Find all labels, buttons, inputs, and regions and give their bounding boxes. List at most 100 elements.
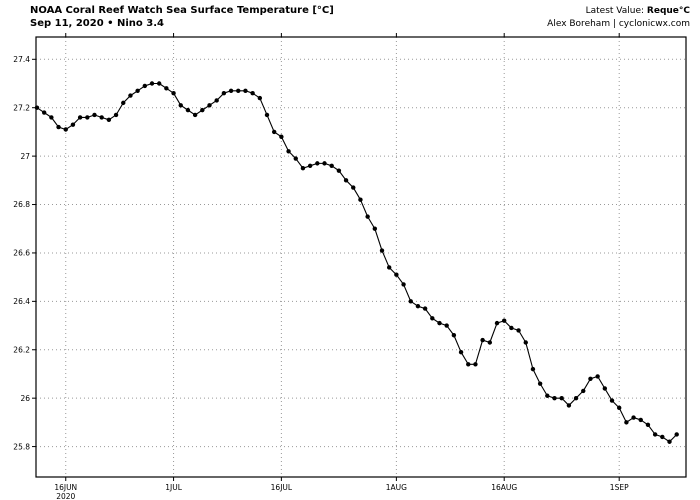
- data-point: [99, 115, 104, 120]
- data-point: [487, 340, 493, 345]
- data-point: [315, 161, 320, 166]
- data-point: [207, 103, 212, 108]
- data-point: [494, 320, 500, 326]
- latest-value-label: Latest Value:: [585, 6, 647, 16]
- data-point: [645, 422, 651, 427]
- data-point: [509, 325, 514, 331]
- data-point: [537, 381, 543, 386]
- data-point: [451, 333, 457, 338]
- data-point: [56, 124, 61, 130]
- data-point: [458, 349, 464, 355]
- data-point: [408, 299, 413, 304]
- data-point: [113, 112, 119, 118]
- data-point: [624, 420, 629, 425]
- data-point: [674, 432, 679, 437]
- data-point: [41, 110, 47, 115]
- chart-title: NOAA Coral Reef Watch Sea Surface Temper…: [30, 5, 334, 16]
- y-tick-label: 27.2: [13, 103, 30, 112]
- data-point: [142, 83, 148, 89]
- y-tick-label: 26.4: [13, 297, 30, 306]
- data-point: [70, 122, 76, 127]
- x-tick-label: 1JUL: [165, 483, 182, 492]
- data-point: [480, 337, 485, 343]
- chart-header: NOAA Coral Reef Watch Sea Surface Temper…: [30, 4, 334, 30]
- data-point: [473, 362, 478, 367]
- data-point: [609, 398, 615, 403]
- y-tick-label: 26.2: [13, 345, 30, 354]
- data-point: [164, 86, 169, 91]
- sst-series-line: [36, 82, 678, 443]
- x-tick-label: 16JUN: [54, 483, 77, 492]
- chart-subtitle: Sep 11, 2020 • Nino 3.4: [30, 18, 164, 29]
- data-point: [343, 178, 349, 183]
- data-point: [631, 415, 636, 420]
- y-tick-label: 25.8: [13, 442, 30, 451]
- data-point: [271, 129, 277, 135]
- y-tick-label: 26: [20, 394, 30, 403]
- data-point: [638, 417, 643, 423]
- data-point: [365, 214, 370, 219]
- data-point: [379, 248, 385, 253]
- plot-frame: [35, 36, 687, 478]
- y-tick-label: 27.4: [13, 55, 30, 64]
- x-tick-year-label: 2020: [56, 492, 75, 500]
- data-point: [171, 90, 176, 96]
- data-point: [329, 163, 334, 168]
- data-point: [415, 303, 421, 309]
- x-tick-label: 16JUL: [271, 483, 293, 492]
- data-point: [336, 168, 342, 173]
- data-point: [545, 393, 550, 398]
- data-point: [228, 88, 234, 93]
- data-point: [192, 112, 198, 118]
- data-point: [264, 112, 270, 118]
- latest-value-line: Latest Value: Reque°C: [547, 5, 690, 18]
- data-point: [466, 362, 471, 367]
- data-point: [236, 88, 241, 93]
- data-point: [149, 81, 155, 86]
- data-point: [602, 386, 608, 391]
- latest-value: Reque°C: [646, 6, 690, 16]
- data-point: [293, 156, 298, 161]
- data-point: [85, 115, 90, 120]
- data-point: [430, 316, 435, 321]
- data-point: [444, 323, 449, 328]
- data-point: [49, 115, 54, 120]
- data-point: [588, 376, 593, 382]
- data-point: [351, 185, 356, 190]
- data-point: [286, 149, 291, 154]
- data-point: [221, 90, 227, 96]
- data-point: [530, 366, 536, 372]
- y-tick-label: 26.6: [13, 249, 30, 258]
- data-point: [358, 197, 363, 202]
- x-tick-label: 1SEP: [610, 483, 629, 492]
- data-point: [401, 282, 406, 287]
- data-point: [92, 112, 97, 118]
- data-point: [77, 115, 83, 120]
- data-point: [34, 105, 40, 110]
- data-point: [437, 320, 442, 326]
- data-point: [372, 226, 378, 231]
- data-point: [214, 98, 219, 103]
- data-point: [617, 405, 622, 411]
- data-point: [178, 103, 183, 108]
- data-point: [660, 434, 665, 440]
- data-point: [652, 432, 658, 437]
- data-point: [581, 388, 586, 394]
- data-point: [559, 395, 564, 401]
- data-point: [121, 100, 126, 106]
- data-point: [307, 163, 313, 168]
- data-point: [322, 161, 327, 166]
- data-point: [63, 127, 68, 132]
- data-point: [185, 107, 191, 113]
- data-point: [573, 395, 579, 401]
- chart-header-right: Latest Value: Reque°C Alex Boreham | cyc…: [547, 5, 690, 31]
- x-tick-label: 1AUG: [386, 483, 407, 492]
- data-point: [106, 117, 112, 123]
- data-point: [279, 134, 284, 139]
- data-point: [667, 439, 672, 444]
- data-point: [595, 374, 600, 379]
- data-point: [552, 395, 557, 401]
- y-tick-label: 27: [20, 152, 30, 161]
